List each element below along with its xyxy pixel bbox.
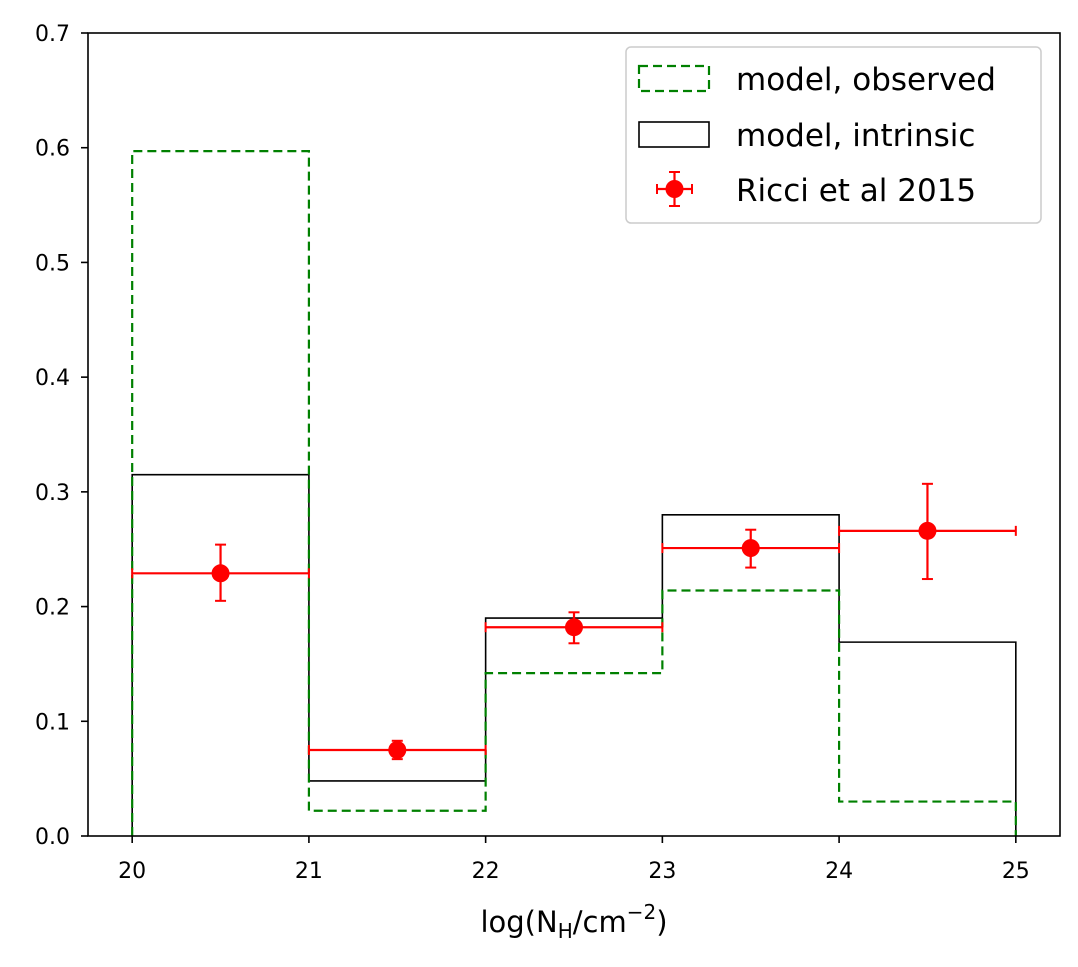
legend: model, observed model, intrinsic Ricci e… xyxy=(625,46,1042,224)
y-tick-label: 0.1 xyxy=(35,710,70,735)
ricci-data-point xyxy=(211,564,230,583)
y-tick-label: 0.0 xyxy=(35,825,70,850)
legend-label-observed: model, observed xyxy=(736,62,996,98)
ricci-data-point xyxy=(388,740,407,759)
y-tick-label: 0.4 xyxy=(35,366,70,391)
legend-swatch-ricci-marker xyxy=(665,180,684,198)
plot-frame xyxy=(87,32,1061,837)
y-tick-label: 0.7 xyxy=(35,22,70,47)
x-tick-label: 24 xyxy=(825,859,853,884)
x-tick-label: 25 xyxy=(1002,859,1030,884)
x-tick-label: 22 xyxy=(472,859,500,884)
ricci-data-point xyxy=(741,539,760,558)
y-tick-label: 0.2 xyxy=(35,596,70,621)
x-tick-label: 23 xyxy=(648,859,676,884)
ticks-layer: 20 21 22 23 24 25 0.0 0.1 0.2 0.3 0.4 0.5 0.6 0.7 xyxy=(35,22,1030,884)
legend-label-intrinsic: model, intrinsic xyxy=(736,118,975,154)
ricci-data-point xyxy=(918,521,937,540)
y-tick-label: 0.3 xyxy=(35,481,70,506)
ricci-data-point xyxy=(565,618,583,637)
legend-label-ricci: Ricci et al 2015 xyxy=(736,173,976,209)
series-model-observed-step xyxy=(131,150,1017,836)
series-layer xyxy=(131,150,1017,836)
y-tick-label: 0.5 xyxy=(35,251,70,276)
x-tick-label: 20 xyxy=(118,859,146,884)
y-tick-label: 0.6 xyxy=(35,137,70,162)
x-axis-label: log(NH/cm−2) xyxy=(480,900,667,943)
legend-frame xyxy=(625,46,1042,224)
x-tick-label: 21 xyxy=(295,859,323,884)
legend-swatch-observed xyxy=(637,64,711,93)
legend-swatch-intrinsic xyxy=(638,121,710,148)
series-ricci-errorbars xyxy=(131,482,1017,761)
